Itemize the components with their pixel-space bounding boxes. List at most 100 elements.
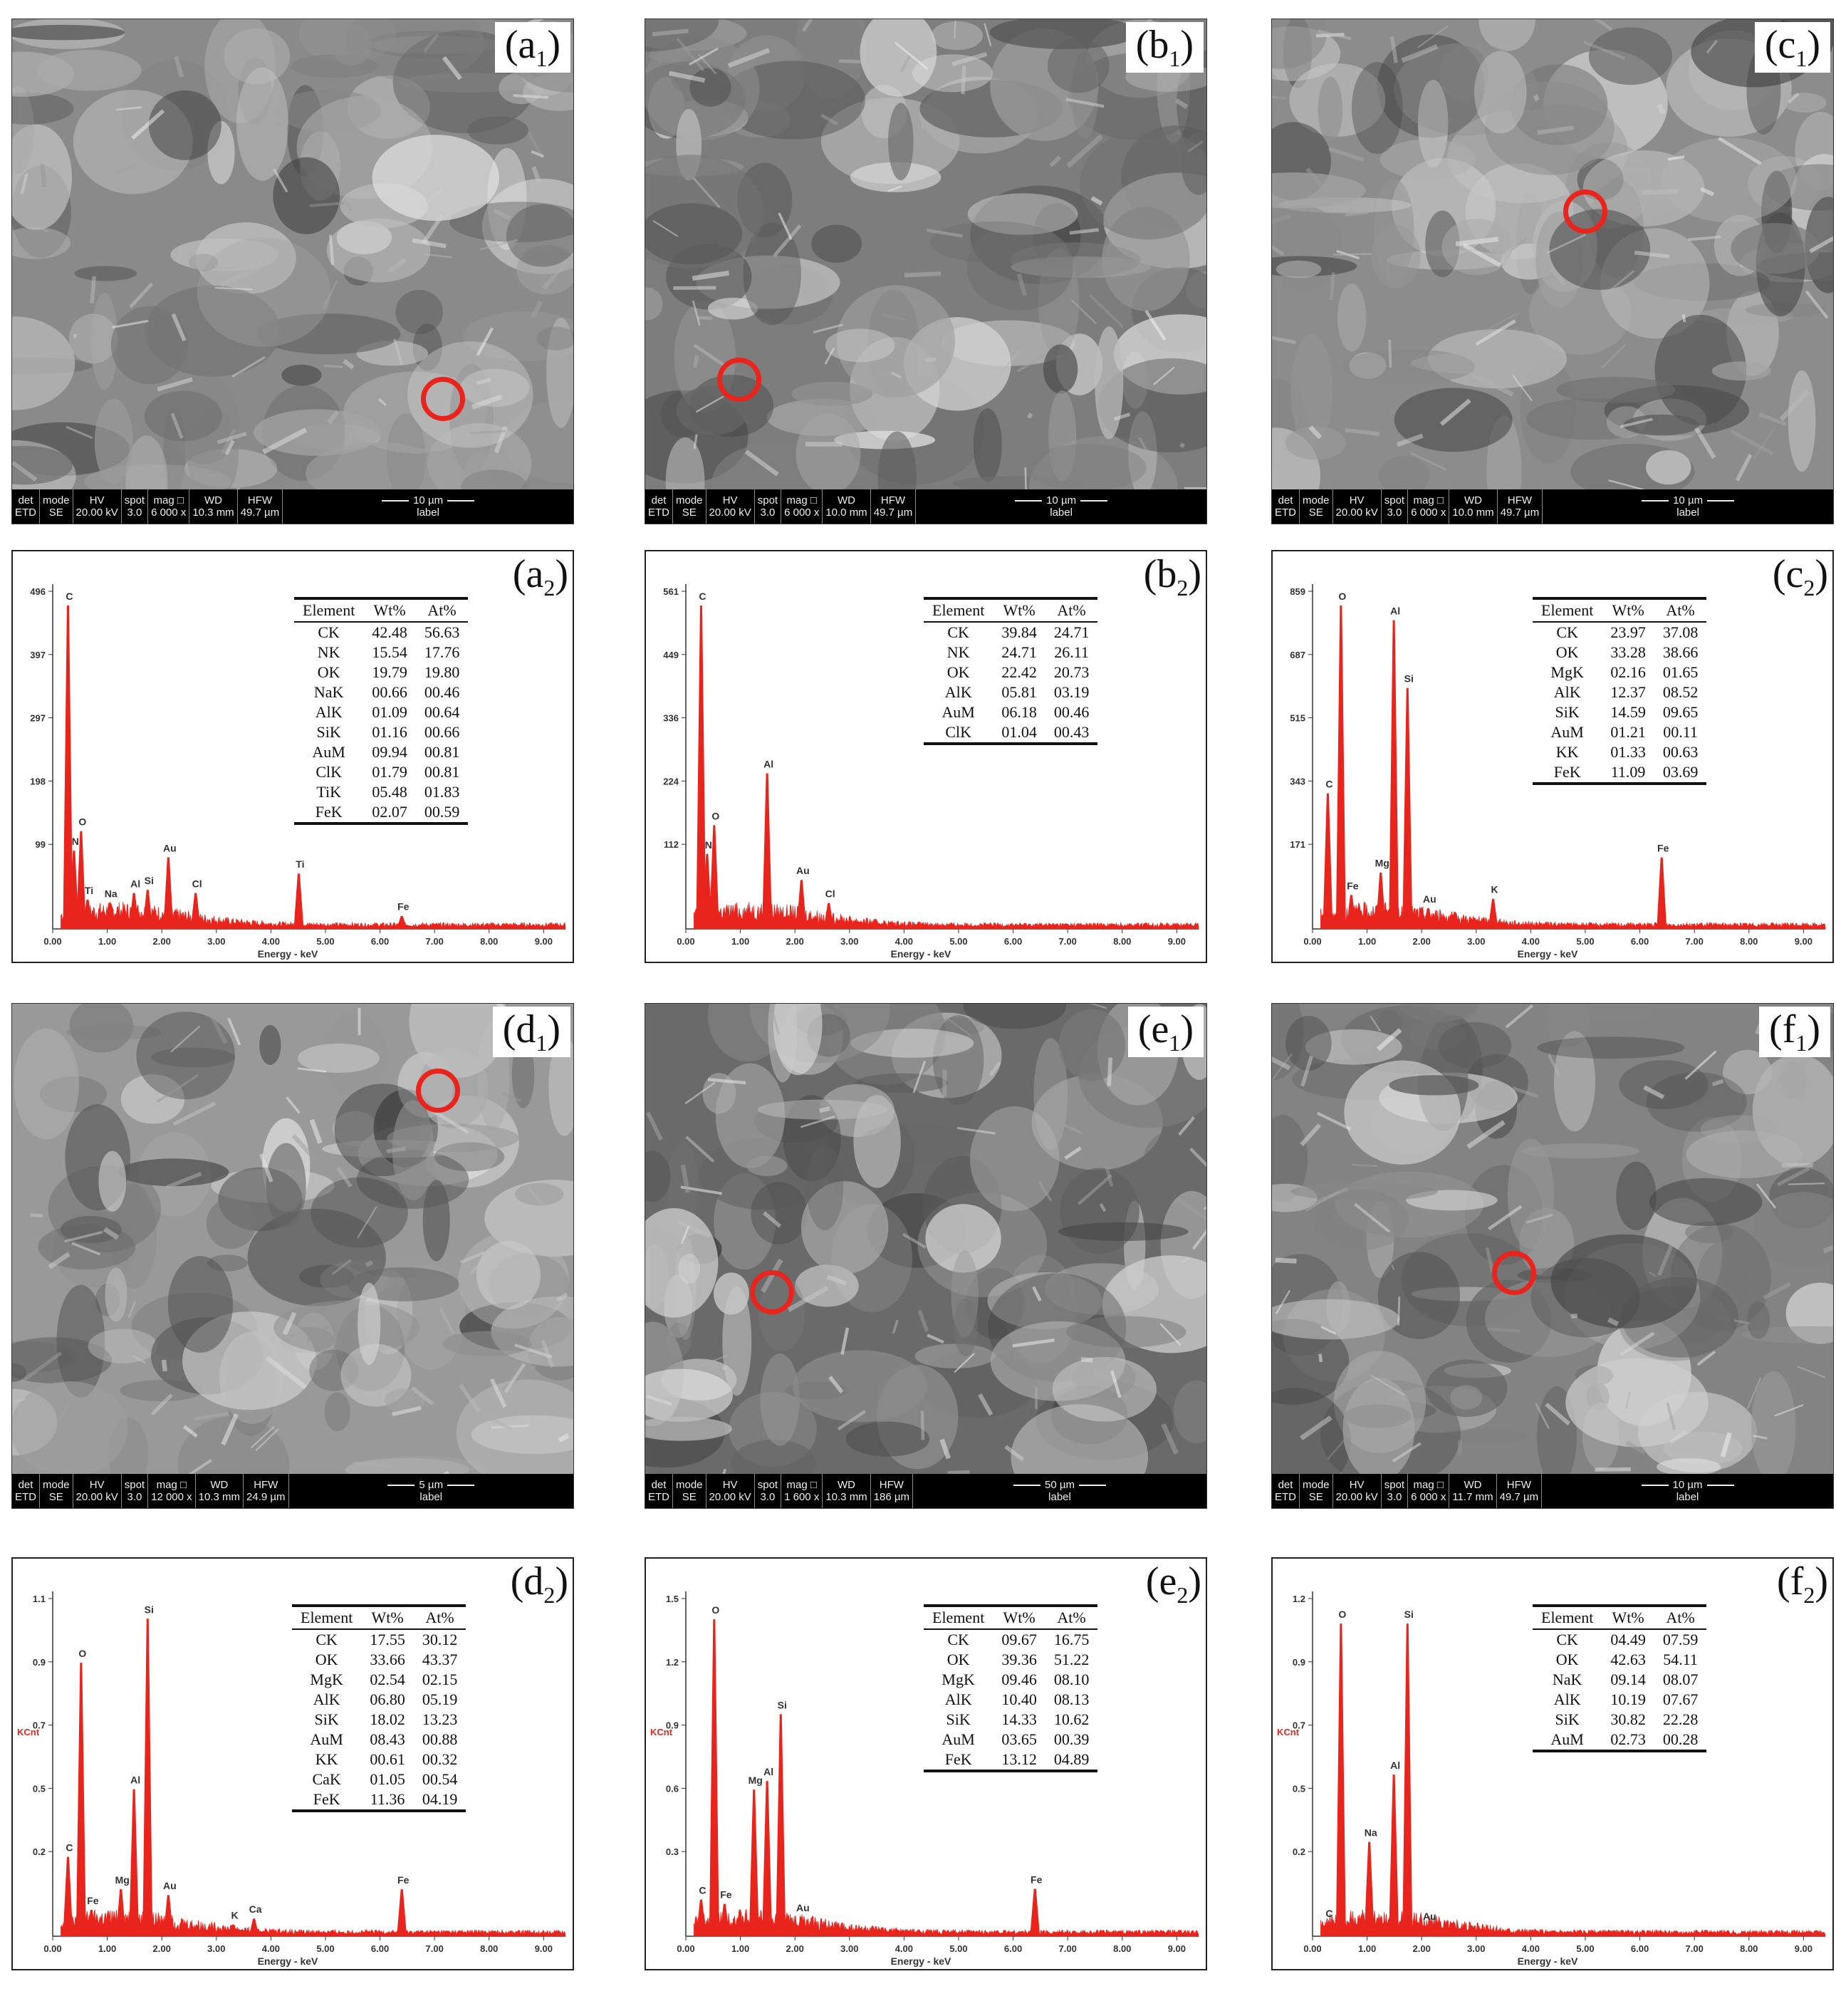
sem-texture-blob (850, 162, 942, 192)
sem-texture-edge (1275, 1257, 1297, 1264)
sem-texture-edge (422, 214, 444, 244)
sem-texture-blob (1474, 51, 1527, 134)
sem-texture-edge (919, 112, 925, 130)
peak-label: C (699, 591, 706, 602)
composition-table: Element Wt% At% CK 42.48 56.63 NK 15.54 17.76 OK… (294, 597, 469, 825)
cell-wt: 01.09 (372, 703, 407, 721)
info-mag: mag □ 6 000 x (1408, 489, 1450, 524)
sem-texture-blob (1588, 27, 1673, 85)
table-row: NaK 09.14 08.07 (1533, 1670, 1706, 1690)
peak-label: Ca (249, 1903, 262, 1915)
panel-subscript: 2 (1803, 575, 1815, 601)
sem-texture-edge (1694, 427, 1716, 459)
sem-texture-edge (1138, 437, 1153, 461)
sem-texture-edge (998, 350, 1021, 377)
spectrum-peak (696, 606, 706, 929)
cell-at: 10.62 (1053, 1710, 1090, 1728)
peak-label: C (699, 1885, 706, 1896)
x-tick-label: 9.00 (1168, 936, 1186, 947)
x-tick-label: 6.00 (1631, 1943, 1649, 1954)
eds-panel-label: (c2) (1772, 552, 1828, 601)
sem-texture-edge (40, 163, 47, 188)
sem-texture-blob (1011, 1404, 1149, 1474)
sem-texture-edge (231, 355, 266, 378)
panel-letter: f (1790, 1559, 1804, 1604)
sem-texture-edge (1144, 310, 1167, 341)
sem-texture-edge (800, 1115, 835, 1128)
sem-texture-blob (1788, 370, 1816, 472)
sem-texture-blob (12, 227, 71, 259)
sem-texture-edge (1332, 253, 1372, 256)
sem-texture-edge (20, 173, 28, 194)
sem-texture-edge (1625, 1440, 1646, 1455)
sem-texture-edge (652, 28, 689, 37)
sem-texture-blob (1399, 1004, 1478, 1022)
cell-at: 00.46 (1053, 703, 1090, 721)
sem-texture-edge (1305, 167, 1330, 195)
sem-texture-edge (558, 1433, 570, 1443)
sem-texture-edge (826, 1274, 847, 1286)
scale-bar-left (1641, 1484, 1669, 1486)
table-row: AlK 10.40 08.13 (924, 1690, 1097, 1710)
x-tick-label: 3.00 (207, 1943, 225, 1954)
peak-label: Au (163, 1880, 177, 1891)
sem-texture-blob (825, 328, 895, 363)
cell-at: 54.11 (1663, 1651, 1698, 1668)
spectrum-peak (190, 893, 201, 929)
sem-texture-edge (386, 1146, 407, 1153)
eds-panel-label: (f2) (1777, 1559, 1828, 1609)
sem-texture-edge (262, 427, 308, 454)
sem-texture-blob (254, 409, 381, 456)
sem-texture-edge (426, 187, 444, 204)
cell-element: AlK (1553, 1690, 1581, 1708)
sem-texture-edge (1485, 313, 1517, 332)
sem-texture-edge (1624, 1391, 1632, 1409)
panel-letter: (f (1769, 1007, 1796, 1051)
sem-texture-blob (1484, 81, 1615, 175)
sem-texture-edge (170, 1025, 201, 1053)
spectrum-peak (86, 1909, 97, 1936)
sem-texture-edge (646, 1395, 672, 1406)
sem-texture-edge (541, 1339, 555, 1368)
sem-texture-edge (646, 1111, 663, 1141)
sem-texture-edge (1272, 72, 1278, 81)
sem-texture-edge (1777, 1166, 1810, 1187)
sem-texture-blob (61, 1216, 122, 1243)
cell-wt: 01.16 (372, 723, 407, 741)
x-tick-label: 2.00 (153, 936, 171, 947)
peak-label: Ti (296, 858, 304, 870)
info-scale: 50 µm label (913, 1474, 1206, 1508)
sem-texture-blob (1646, 450, 1691, 485)
sem-texture-blob (12, 1381, 128, 1474)
sem-texture-blob (266, 1143, 306, 1228)
x-tick-label: 2.00 (1413, 936, 1431, 947)
peak-label: C (66, 591, 73, 602)
sem-texture-blob (1439, 46, 1488, 103)
sem-texture-blob (973, 408, 1002, 482)
sem-texture-blob (925, 1204, 1001, 1273)
header-element: Element (924, 1606, 993, 1630)
x-tick-label: 3.00 (840, 1943, 858, 1954)
table-row: SiK 30.82 22.28 (1533, 1710, 1706, 1730)
sem-texture-edge (71, 1242, 101, 1256)
sem-texture-edge (1455, 237, 1499, 246)
cell-element: MgK (1550, 663, 1584, 681)
cell-element: OK (1555, 643, 1579, 661)
sem-texture-edge (1276, 1289, 1291, 1314)
y-tick-label: 397 (30, 650, 46, 660)
x-tick-label: 3.00 (207, 936, 225, 947)
x-tick-label: 4.00 (895, 1943, 913, 1954)
info-mag: mag □ 6 000 x (148, 489, 190, 524)
info-spot: spot 3.0 (755, 1474, 782, 1508)
sem-texture-edge (1593, 19, 1613, 31)
y-tick-label: 336 (663, 713, 679, 724)
scale-bar-left (382, 499, 410, 502)
cell-at: 26.11 (1054, 643, 1089, 661)
sem-texture-edge (887, 185, 902, 192)
cell-element: OK (317, 663, 340, 681)
info-mag: mag □ 12 000 x (148, 1474, 196, 1508)
eds-spectrum-chart: 0.00 1.00 2.00 3.00 4.00 5.00 6.00 7.00 8.00 9.00… (1290, 584, 1826, 960)
eds-spectrum-f2: 0.00 1.00 2.00 3.00 4.00 5.00 6.00 7.00 8.00 9.00… (1271, 1557, 1834, 1970)
sem-texture-blob (1661, 137, 1797, 223)
spectrum-peak (397, 1888, 407, 1936)
